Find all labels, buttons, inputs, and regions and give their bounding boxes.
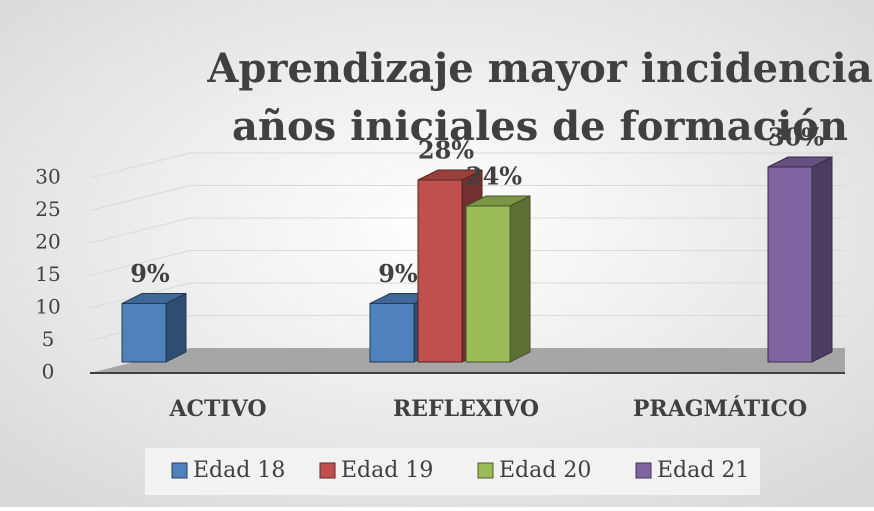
legend-label: Edad 18 [193, 458, 285, 483]
y-tick-label: 10 [35, 295, 60, 319]
y-tick-label: 30 [35, 165, 60, 189]
y-tick-label: 5 [42, 327, 55, 351]
data-label: 9% [130, 259, 170, 288]
legend-label: Edad 19 [341, 458, 433, 483]
chart-title: años iniciales de formación [232, 103, 848, 150]
grid-line [89, 185, 845, 211]
bar [767, 166, 813, 363]
bar [369, 303, 415, 363]
legend-swatch [477, 462, 494, 479]
legend-swatch [319, 462, 336, 479]
legend-swatch [171, 462, 188, 479]
y-tick-label: 0 [42, 360, 55, 384]
y-tick-label: 15 [35, 262, 60, 286]
data-label: 30% [768, 123, 824, 152]
legend [145, 448, 760, 495]
bar-side [509, 195, 531, 363]
legend-label: Edad 21 [657, 458, 749, 483]
legend-swatch [635, 462, 652, 479]
grid-line [89, 282, 845, 309]
grid-line [89, 217, 845, 244]
bar [121, 303, 167, 363]
bar-side [165, 292, 187, 363]
bar-side [811, 156, 833, 363]
data-label: 24% [466, 162, 522, 191]
y-tick-label: 20 [35, 230, 60, 254]
grid-line [89, 250, 845, 276]
x-tick-label: PRAGMÁTICO [633, 395, 807, 422]
bar [465, 205, 511, 363]
grid-line [89, 152, 845, 179]
x-tick-label: ACTIVO [168, 396, 266, 422]
data-label: 28% [418, 136, 474, 165]
legend-label: Edad 20 [499, 458, 591, 483]
x-tick-label: REFLEXIVO [393, 396, 539, 422]
y-tick-label: 25 [35, 197, 60, 221]
bar [417, 179, 463, 363]
data-label: 9% [378, 259, 418, 288]
chart-title: Aprendizaje mayor incidencia [206, 45, 872, 92]
